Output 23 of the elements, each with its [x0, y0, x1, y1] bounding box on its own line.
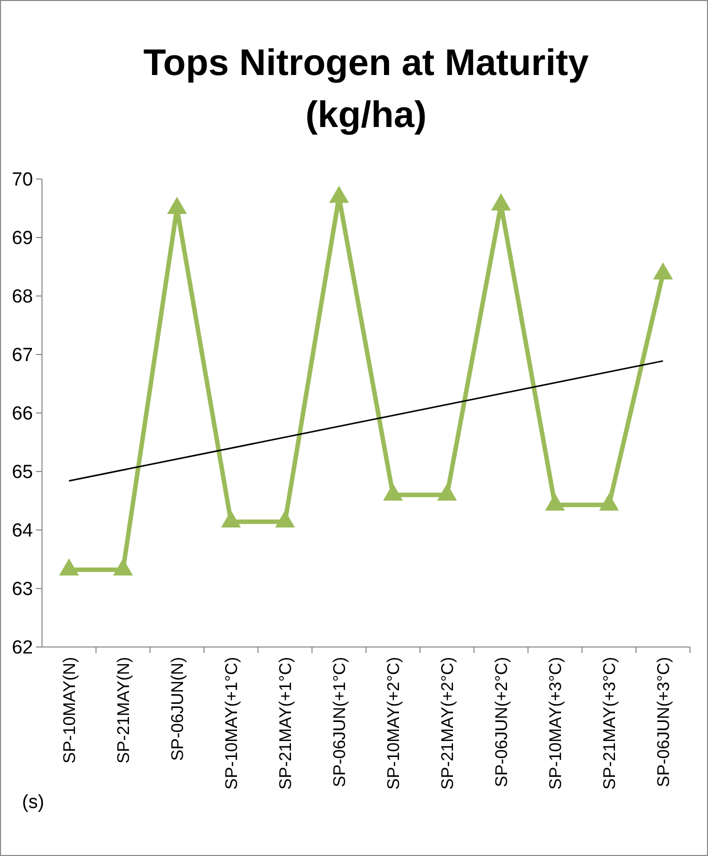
x-tick-label: SP-21MAY(N) [114, 657, 133, 764]
x-tick-label: SP-06JUN(+1°C) [330, 657, 349, 788]
y-tick-label: 67 [12, 345, 33, 366]
y-tick-label: 62 [12, 638, 33, 659]
x-tick-label: SP-06JUN(+3°C) [654, 657, 673, 788]
y-tick-label: 63 [12, 579, 33, 600]
y-tick-label: 64 [12, 520, 34, 542]
y-tick-label: 70 [12, 170, 33, 191]
y-tick-label: 69 [12, 228, 33, 250]
y-tick-label: 66 [12, 404, 33, 425]
chart-title: Tops Nitrogen at Maturity (kg/ha) [143, 42, 590, 135]
x-tick-label: SP-10MAY(+1°C) [222, 657, 241, 790]
x-tick-label: SP-21MAY(+2°C) [438, 657, 457, 790]
x-tick-label: SP-10MAY(+3°C) [546, 657, 565, 790]
x-tick-label: SP-21MAY(+1°C) [276, 657, 295, 790]
x-tick-label: SP-10MAY(+2°C) [384, 657, 403, 790]
x-tick-label: SP-21MAY(+3°C) [600, 657, 619, 790]
x-tick-label: SP-06JUN(N) [168, 657, 187, 761]
text: (s) [22, 792, 44, 813]
x-tick-label: SP-06JUN(+2°C) [492, 657, 511, 788]
y-tick-label: 65 [12, 462, 33, 484]
x-tick-label: SP-10MAY(N) [60, 657, 79, 764]
y-tick-label: 68 [12, 286, 33, 308]
